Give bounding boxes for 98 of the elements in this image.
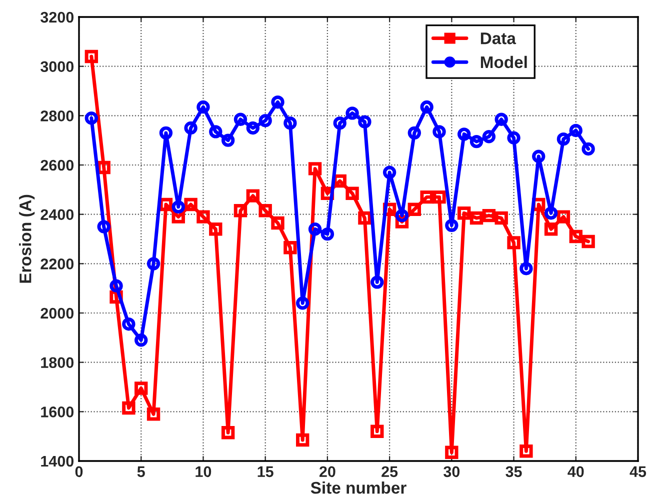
point [358,211,372,225]
point [420,100,434,114]
y-tick-label: 2400 [40,209,74,220]
point [146,257,160,270]
x-axis-title: Site number [310,481,406,494]
point [209,125,222,138]
x-tick-label: 0 [75,466,83,478]
point [457,128,471,141]
point [370,424,384,438]
point [184,198,198,212]
point [520,444,533,458]
point [308,222,322,236]
x-tick-label: 15 [258,466,274,478]
y-axis-title: Erosion (A) [19,194,35,283]
point [482,130,496,144]
point [346,106,359,120]
point [271,216,284,230]
y-tick-label: 2600 [40,160,74,171]
point [520,262,533,276]
point [308,162,322,176]
point [507,236,520,250]
point [582,234,595,248]
point [544,206,558,220]
point [184,121,198,135]
point [221,134,235,147]
point [556,210,570,224]
point [470,134,484,148]
point [569,230,582,244]
legend-label: Data [480,32,516,44]
y-tick-label: 1600 [41,406,74,418]
point [209,222,222,236]
point [196,100,210,114]
legend-label: Model [480,56,527,68]
point [420,190,434,204]
x-tick-label: 10 [196,466,212,478]
x-tick-label: 5 [137,466,145,478]
point [494,112,508,126]
point [296,433,310,447]
point [271,96,284,109]
point [358,115,372,128]
y-tick-label: 2200 [40,258,74,270]
x-tick-label: 30 [444,466,460,478]
y-tick-label: 1400 [41,456,74,467]
point [246,189,260,202]
point [146,408,160,421]
point [246,121,260,135]
point [432,125,446,138]
point [408,126,421,140]
point [370,276,384,289]
point [445,218,458,232]
point [258,204,272,218]
point [97,220,110,234]
x-tick-label: 40 [568,466,584,478]
point [544,222,558,236]
point [84,112,98,125]
point [556,132,570,146]
point [284,116,297,130]
point [159,126,173,140]
point [395,208,409,222]
point [296,296,310,310]
point [346,186,359,200]
point [470,211,484,225]
point [432,190,446,204]
point [221,426,235,440]
point [258,114,272,128]
y-tick-label: 3200 [40,12,74,23]
x-tick-label: 20 [319,466,336,478]
point [122,401,136,415]
point [507,131,520,144]
y-tick-label: 1800 [41,357,74,368]
point [84,50,98,64]
point [582,142,595,156]
point [110,279,123,292]
y-tick-label: 2800 [40,110,74,122]
y-tick-label: 2000 [40,308,74,319]
point [122,318,136,331]
y-tick-label: 3000 [40,61,74,72]
x-tick-label: 25 [382,466,398,478]
point [196,210,210,224]
point [382,166,396,179]
point [159,198,173,212]
point [482,208,496,222]
point [408,202,421,216]
point [134,382,148,395]
point [569,124,582,138]
point [494,211,508,225]
point [172,200,185,214]
point [320,227,334,241]
point [532,150,546,163]
x-tick-label: 45 [630,466,646,478]
point [445,446,458,459]
x-tick-label: 35 [506,466,522,478]
point [333,116,346,130]
point [234,204,248,218]
point [234,112,248,126]
point [457,206,471,220]
point [134,334,148,347]
point [284,241,297,254]
